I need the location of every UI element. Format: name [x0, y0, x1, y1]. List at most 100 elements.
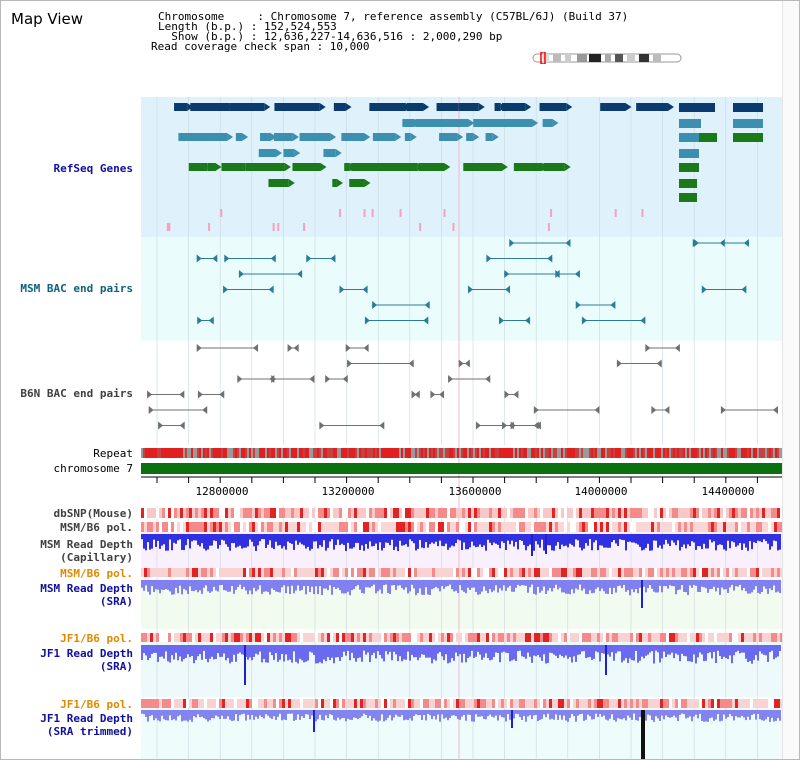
refseq-gene	[283, 149, 295, 157]
axis-tick-label: 14000000	[574, 485, 628, 498]
refseq-gene	[458, 103, 472, 111]
refseq-gene	[260, 133, 271, 141]
track-label-chromosome: chromosome 7	[53, 462, 133, 475]
axis-tick-label: 12800000	[195, 485, 249, 498]
track-label-dbsnp: dbSNP(Mouse)	[53, 507, 133, 520]
refseq-gene	[404, 133, 411, 141]
axis-tick-label: 13200000	[321, 485, 375, 498]
refseq-gene	[190, 103, 216, 111]
refseq-gene	[733, 133, 763, 142]
chromosome-ideogram[interactable]	[529, 52, 685, 64]
track-label-msm-depth-sra-sub: (SRA)	[99, 595, 133, 608]
refseq-gene	[421, 119, 443, 127]
track-label-msm-depth-capillary-sub: (Capillary)	[60, 551, 133, 564]
refseq-gene	[436, 103, 448, 111]
refseq-gene	[493, 163, 502, 171]
refseq-gene	[332, 179, 337, 187]
refseq-gene	[473, 119, 497, 127]
refseq-gene	[542, 119, 553, 127]
refseq-gene	[349, 179, 365, 187]
refseq-gene	[679, 163, 699, 172]
refseq-gene	[361, 163, 371, 171]
chromosome-bar	[141, 463, 782, 474]
refseq-gene	[264, 163, 285, 171]
refseq-gene	[485, 133, 493, 141]
track-label-msm-pol-2: MSM/B6 pol.	[60, 567, 133, 580]
refseq-gene	[205, 133, 212, 141]
track-label-msm-depth-sra: MSM Read Depth	[40, 582, 133, 595]
depth-spike	[641, 710, 645, 759]
refseq-gene	[229, 103, 251, 111]
refseq-gene	[699, 133, 717, 142]
refseq-gene	[372, 133, 396, 141]
refseq-gene	[505, 119, 529, 127]
refseq-gene	[600, 103, 626, 111]
refseq-gene	[466, 133, 474, 141]
refseq-gene	[439, 133, 458, 141]
refseq-gene	[178, 133, 200, 141]
refseq-gene	[679, 149, 699, 158]
refseq-gene	[245, 163, 265, 171]
track-label-repeat: Repeat	[93, 447, 133, 460]
track-label-jf1-depth-trimmed-sub: (SRA trimmed)	[46, 725, 133, 738]
refseq-gene	[679, 133, 699, 142]
refseq-gene	[292, 163, 317, 171]
page-title: Map View	[11, 10, 84, 28]
refseq-gene	[733, 103, 763, 112]
refseq-gene	[494, 103, 501, 111]
refseq-gene	[323, 149, 336, 157]
refseq-gene	[207, 163, 216, 171]
track-label-refseq: RefSeq Genes	[53, 162, 133, 175]
track-label-msm-depth-capillary: MSM Read Depth	[40, 538, 133, 551]
refseq-gene	[385, 103, 400, 111]
refseq-gene	[437, 119, 460, 127]
refseq-gene	[541, 103, 560, 111]
scrollbar-track[interactable]	[782, 1, 799, 759]
refseq-gene	[463, 163, 485, 171]
refseq-gene	[679, 193, 697, 202]
current-region-marker	[540, 52, 546, 64]
refseq-gene	[679, 119, 701, 128]
refseq-gene	[273, 133, 286, 141]
refseq-gene	[493, 119, 509, 127]
refseq-gene	[291, 103, 312, 111]
refseq-gene	[428, 163, 436, 171]
refseq-gene	[384, 163, 411, 171]
refseq-gene	[369, 103, 386, 111]
refseq-gene	[188, 163, 202, 171]
chromosome-info: Chromosome : Chromosome 7, reference ass…	[158, 10, 629, 23]
refseq-gene	[465, 103, 479, 111]
track-label-jf1-depth-trimmed: JF1 Read Depth	[40, 712, 133, 725]
refseq-gene	[636, 103, 660, 111]
length-info: Length (b.p.) : 152,524,553	[158, 20, 337, 33]
axis-tick-label: 13600000	[448, 485, 502, 498]
track-label-jf1-depth-sra-sub: (SRA)	[99, 660, 133, 673]
refseq-gene	[543, 163, 559, 171]
refseq-gene	[733, 119, 763, 128]
refseq-gene	[518, 163, 535, 171]
coverage-span-info: Read coverage check span : 10,000	[151, 40, 370, 53]
refseq-gene	[344, 163, 350, 171]
track-label-jf1-depth-sra: JF1 Read Depth	[40, 647, 133, 660]
refseq-gene	[268, 179, 289, 187]
axis-tick-label: 14400000	[701, 485, 755, 498]
track-label-b6n-bac: B6N BAC end pairs	[20, 387, 133, 400]
refseq-gene	[679, 179, 697, 188]
refseq-gene	[220, 103, 230, 111]
refseq-gene	[307, 163, 321, 171]
track-label-msm-bac: MSM BAC end pairs	[20, 282, 133, 295]
track-label-msm-pol: MSM/B6 pol.	[60, 521, 133, 534]
refseq-gene	[274, 103, 298, 111]
refseq-gene	[411, 103, 421, 111]
refseq-gene	[221, 163, 246, 171]
refseq-gene	[405, 119, 413, 127]
track-label-jf1-pol-2: JF1/B6 pol.	[60, 698, 133, 711]
refseq-gene	[435, 163, 443, 171]
refseq-gene	[235, 133, 240, 141]
refseq-gene	[341, 133, 362, 141]
refseq-gene	[174, 103, 188, 111]
refseq-gene	[299, 133, 325, 141]
track-label-jf1-pol: JF1/B6 pol.	[60, 632, 133, 645]
